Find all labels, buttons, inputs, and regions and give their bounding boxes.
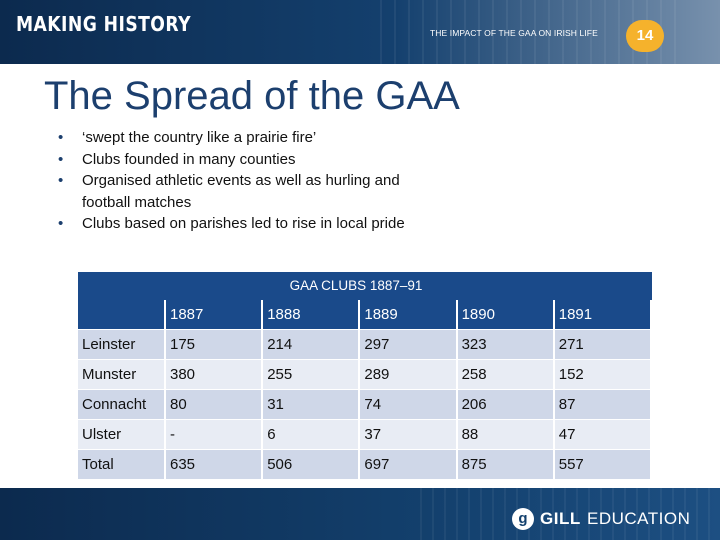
row-label: Total [78,449,166,480]
table-cell: 206 [456,389,555,420]
header-banner: MAKING HISTORY THE IMPACT OF THE GAA ON … [0,0,720,64]
table-caption: GAA CLUBS 1887–91 [78,272,652,300]
brand-gill-text: GILL [540,509,581,528]
table-cell: 31 [262,389,361,420]
brand-education-text: EDUCATION [587,509,691,528]
table-cell: 255 [262,359,361,390]
gill-g-icon: g [512,508,534,530]
table-cell: - [165,419,264,450]
section-label: THE IMPACT OF THE GAA ON IRISH LIFE [430,28,598,38]
column-header-1887: 1887 [165,300,264,330]
table-header-row: 1887 1888 1889 1890 1891 [78,300,653,330]
column-header-1888: 1888 [262,300,361,330]
row-label: Munster [78,359,166,390]
table-cell: 6 [262,419,361,450]
page-number-badge: 14 [626,20,664,52]
table-cell: 875 [456,449,555,480]
table-row: Ulster - 6 37 88 47 [78,419,653,450]
table-cell: 635 [165,449,264,480]
table-cell: 506 [262,449,361,480]
bullet-icon: • [58,129,64,146]
bullet-icon: • [58,172,64,189]
bullet-text: Clubs founded in many counties [82,150,296,168]
bullet-list: • ‘swept the country like a prairie fire’… [58,127,418,235]
column-header-blank [78,300,166,330]
table-row: Connacht 80 31 74 206 87 [78,389,653,420]
table-cell: 74 [359,389,458,420]
table-cell: 697 [359,449,458,480]
table-cell: 557 [553,449,653,480]
slide-title: The Spread of the GAA [44,74,460,118]
bullet-item: • Organised athletic events as well as hu… [58,170,418,213]
footer-artwork [420,488,720,540]
table-cell: 80 [165,389,264,420]
row-label: Leinster [78,329,166,360]
bullet-item: • Clubs based on parishes led to rise in … [58,213,418,235]
table-cell: 152 [553,359,653,390]
bullet-icon: • [58,150,64,168]
footer-banner [0,488,720,540]
bullet-item: • ‘swept the country like a prairie fire’ [58,127,418,149]
gaa-clubs-table: 1887 1888 1889 1890 1891 Leinster 175 21… [78,300,653,480]
table-cell: 87 [553,389,653,420]
making-history-logo: MAKING HISTORY [16,12,191,36]
table-cell: 175 [165,329,264,360]
table-cell: 289 [359,359,458,390]
table-cell: 47 [553,419,653,450]
table-cell: 88 [456,419,555,450]
bullet-text: Clubs based on parishes led to rise in l… [82,215,405,232]
bullet-item: • Clubs founded in many counties [58,149,418,171]
table-cell: 37 [359,419,458,450]
column-header-1891: 1891 [553,300,653,330]
table-cell: 297 [359,329,458,360]
bullet-text: ‘swept the country like a prairie fire’ [82,129,317,146]
row-label: Ulster [78,419,166,450]
table-row: Leinster 175 214 297 323 271 [78,329,653,360]
table-cell: 323 [456,329,555,360]
table-row: Munster 380 255 289 258 152 [78,359,653,390]
table-cell: 214 [262,329,361,360]
row-label: Connacht [78,389,166,420]
column-header-1889: 1889 [359,300,458,330]
table-row: Total 635 506 697 875 557 [78,449,653,480]
table-cell: 271 [553,329,653,360]
column-header-1890: 1890 [456,300,555,330]
table-cell: 258 [456,359,555,390]
bullet-icon: • [58,215,64,232]
table-cell: 380 [165,359,264,390]
bullet-text: Organised athletic events as well as hur… [82,172,400,211]
